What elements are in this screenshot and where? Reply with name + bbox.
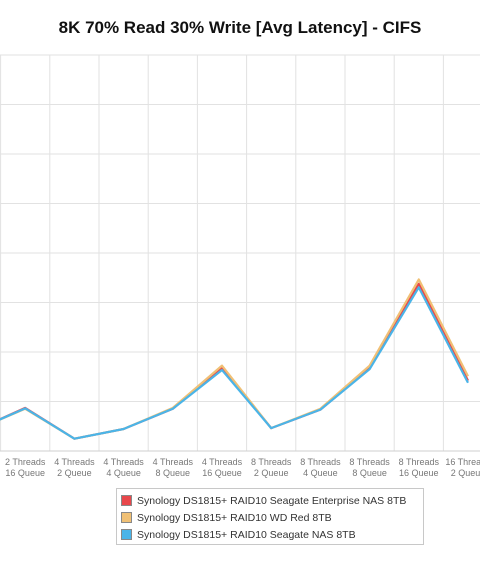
x-tick-label: 4 Queue	[303, 468, 338, 478]
legend-item[interactable]: Synology DS1815+ RAID10 WD Red 8TB	[121, 509, 423, 526]
x-tick-label: 2 Queue	[451, 468, 480, 478]
legend-swatch-1	[121, 512, 132, 523]
x-tick-label: 8 Queue	[156, 468, 191, 478]
x-tick-label: 2 Threads	[5, 457, 46, 467]
x-tick-label: 2 Queue	[57, 468, 92, 478]
legend: Synology DS1815+ RAID10 Seagate Enterpri…	[116, 488, 424, 545]
legend-item[interactable]: Synology DS1815+ RAID10 Seagate Enterpri…	[121, 492, 423, 509]
x-tick-label: 4 Threads	[153, 457, 194, 467]
legend-item[interactable]: Synology DS1815+ RAID10 Seagate NAS 8TB	[121, 526, 423, 543]
x-tick-label: 4 Threads	[202, 457, 243, 467]
x-tick-label: 4 Queue	[106, 468, 141, 478]
x-tick-label: 8 Threads	[251, 457, 292, 467]
x-tick-label: 8 Threads	[349, 457, 390, 467]
x-tick-label: 16 Threads	[445, 457, 480, 467]
x-tick-label: 8 Threads	[300, 457, 341, 467]
x-tick-label: 16 Queue	[202, 468, 242, 478]
x-tick-label: 8 Queue	[352, 468, 387, 478]
x-tick-label: 16 Queue	[5, 468, 45, 478]
series-line-1	[0, 278, 469, 440]
legend-swatch-2	[121, 529, 132, 540]
legend-label: Synology DS1815+ RAID10 Seagate NAS 8TB	[137, 528, 356, 541]
legend-label: Synology DS1815+ RAID10 WD Red 8TB	[137, 511, 332, 524]
series-line-2	[0, 286, 469, 440]
chart-title: 8K 70% Read 30% Write [Avg Latency] - CI…	[58, 18, 422, 37]
x-tick-label: 16 Queue	[399, 468, 439, 478]
x-tick-label: 8 Threads	[399, 457, 440, 467]
series-line-0	[0, 282, 469, 440]
x-tick-label: 2 Queue	[254, 468, 289, 478]
x-tick-label: 4 Threads	[103, 457, 144, 467]
legend-swatch-0	[121, 495, 132, 506]
legend-label: Synology DS1815+ RAID10 Seagate Enterpri…	[137, 494, 407, 507]
x-tick-label: 4 Threads	[54, 457, 95, 467]
